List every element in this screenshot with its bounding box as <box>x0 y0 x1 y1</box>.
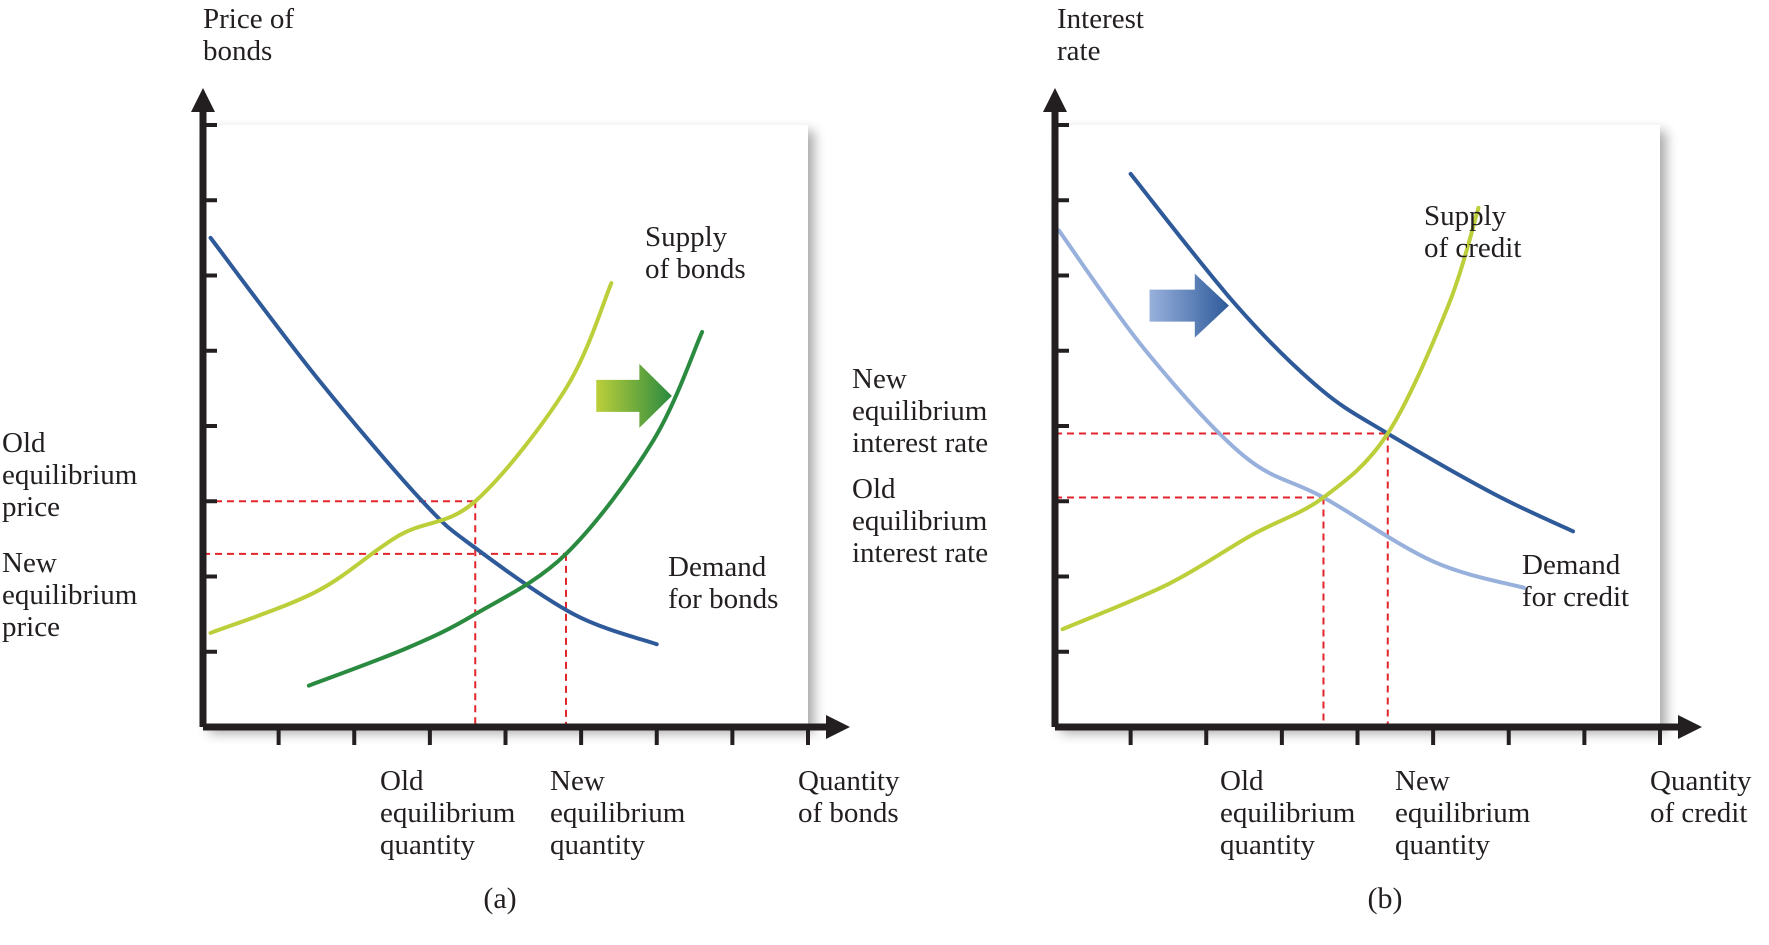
chart-panel-a: Demand for bonds Supply of bonds Price of bon… <box>2 3 900 915</box>
y-axis-title: Price of bonds <box>203 3 294 67</box>
curve-supply_bonds_new <box>306 329 705 688</box>
y-label-new-equilibrium: New equilibrium interest rate <box>852 363 988 459</box>
plot-area <box>203 125 808 727</box>
x-axis-arrow-icon <box>1678 715 1702 739</box>
y-axis-arrow-icon <box>191 88 215 112</box>
y-axis-arrow-icon <box>1043 88 1067 112</box>
x-axis-arrow-icon <box>826 715 850 739</box>
y-label-new-equilibrium: New equilibrium price <box>2 547 138 643</box>
y-label-old-equilibrium: Old equilibrium interest rate <box>852 473 988 569</box>
panel-caption: (a) <box>483 882 516 915</box>
curve-demand_credit_new <box>1128 171 1576 534</box>
y-label-old-equilibrium: Old equilibrium price <box>2 427 138 523</box>
curve-demand_bonds <box>208 235 659 647</box>
x-label-old-equilibrium: Old equilibrium quantity <box>380 765 516 861</box>
x-label-old-equilibrium: Old equilibrium quantity <box>1220 765 1356 861</box>
x-label-new-equilibrium: New equilibrium quantity <box>1395 765 1531 861</box>
shift-arrow-icon <box>1149 273 1229 338</box>
label-supply_bonds_old: Supply of bonds <box>645 221 746 285</box>
x-axis-title: Quantity of credit <box>1650 765 1752 829</box>
shift-arrow-icon <box>596 363 672 428</box>
chart-panel-b: Demand for credit Supply of credit Interest r… <box>852 3 1752 915</box>
curve-supply_credit <box>1060 205 1481 632</box>
y-axis-title: Interest rate <box>1057 3 1144 67</box>
label-demand_bonds: Demand for bonds <box>668 551 778 615</box>
plot-area <box>1055 125 1660 727</box>
curve-supply_bonds_old <box>208 281 614 635</box>
label-demand_credit_new: Demand for credit <box>1522 549 1629 613</box>
panel-caption: (b) <box>1368 882 1403 915</box>
x-axis-title: Quantity of bonds <box>798 765 900 829</box>
x-label-new-equilibrium: New equilibrium quantity <box>550 765 686 861</box>
label-supply_credit: Supply of credit <box>1424 200 1521 264</box>
curve-demand_credit_old <box>1056 228 1526 590</box>
